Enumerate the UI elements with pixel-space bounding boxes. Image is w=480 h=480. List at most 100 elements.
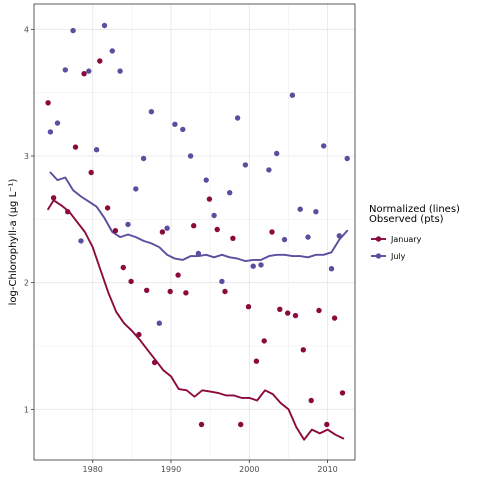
data-point-july: [86, 68, 92, 74]
data-point-july: [70, 27, 76, 34]
data-point-july: [242, 162, 249, 168]
data-point-july: [227, 190, 233, 196]
data-point-july: [313, 209, 319, 215]
data-point-july: [219, 278, 225, 285]
x-tick-label: 2000: [239, 465, 259, 474]
data-point-january: [269, 229, 275, 235]
data-point-january: [128, 278, 134, 285]
legend-label-january: January: [390, 235, 422, 244]
data-point-january: [316, 307, 322, 314]
data-point-july: [140, 155, 147, 162]
data-point-july: [101, 22, 108, 29]
data-point-january: [292, 312, 299, 319]
data-point-january: [214, 226, 220, 233]
data-point-july: [289, 92, 296, 98]
y-tick-label: 4: [24, 25, 29, 34]
data-point-january: [331, 315, 338, 321]
data-point-july: [336, 233, 342, 239]
data-point-january: [72, 144, 79, 150]
data-point-july: [117, 68, 123, 74]
y-tick-label: 2: [24, 279, 29, 288]
data-point-january: [300, 347, 306, 353]
data-point-january: [167, 288, 173, 295]
legend: Normalized (lines) Observed (pts) Januar…: [369, 204, 460, 261]
plot-panel: [33, 3, 356, 461]
data-point-july: [203, 177, 209, 183]
x-tick-label: 2010: [317, 465, 337, 474]
data-point-july: [172, 121, 178, 128]
data-point-july: [93, 147, 100, 153]
data-point-january: [222, 288, 228, 295]
legend-keys: January July: [371, 235, 422, 261]
y-axis-ticks: 1 2 3 4: [24, 25, 34, 414]
data-point-july: [148, 109, 155, 115]
data-point-january: [81, 71, 87, 77]
data-point-july: [305, 234, 311, 240]
data-point-january: [50, 195, 57, 201]
data-point-january: [183, 290, 189, 296]
data-point-january: [45, 100, 51, 106]
data-point-july: [321, 143, 327, 149]
data-point-january: [206, 196, 213, 202]
data-point-january: [112, 228, 119, 234]
data-point-january: [324, 421, 330, 428]
data-point-july: [125, 221, 131, 228]
data-point-january: [65, 209, 71, 215]
series-line-january: [47, 199, 345, 441]
data-point-january: [261, 338, 267, 344]
data-point-january: [230, 235, 236, 241]
y-axis-title: log-Chlorophyll-a (µg L⁻¹): [8, 179, 19, 306]
data-point-july: [180, 126, 186, 133]
data-point-january: [253, 358, 260, 364]
data-point-july: [164, 225, 170, 231]
x-axis-ticks: 1980 1990 2000 2010: [83, 460, 338, 474]
legend-label-july: July: [390, 252, 406, 261]
data-point-january: [245, 304, 252, 310]
data-point-july: [328, 266, 335, 272]
panel-border: [33, 3, 356, 461]
data-point-july: [344, 155, 350, 162]
data-point-july: [156, 320, 162, 326]
data-point-january: [144, 287, 150, 293]
data-point-july: [195, 250, 202, 257]
x-tick-label: 1980: [83, 465, 103, 474]
data-point-january: [308, 397, 314, 404]
data-point-january: [136, 331, 142, 338]
data-point-july: [109, 48, 116, 54]
legend-point-july: [375, 253, 382, 259]
y-tick-label: 1: [24, 405, 29, 414]
data-point-july: [281, 236, 288, 243]
x-tick-label: 1990: [161, 465, 181, 474]
data-point-july: [78, 238, 84, 244]
data-point-january: [277, 306, 283, 312]
data-point-january: [191, 223, 197, 229]
data-point-july: [297, 206, 303, 212]
data-point-july: [54, 120, 61, 126]
data-point-july: [47, 129, 54, 135]
data-point-july: [133, 186, 139, 192]
data-point-january: [285, 310, 291, 316]
data-point-july: [187, 153, 194, 159]
data-point-january: [151, 359, 158, 366]
legend-point-january: [375, 236, 382, 242]
data-point-january: [159, 229, 166, 235]
y-tick-label: 3: [24, 152, 29, 161]
data-point-july: [274, 150, 280, 157]
data-point-july: [258, 262, 264, 268]
data-point-january: [339, 390, 346, 396]
legend-title-line2: Observed (pts): [369, 214, 444, 225]
data-point-july: [62, 67, 68, 73]
data-point-july: [234, 115, 241, 121]
data-point-july: [211, 212, 217, 219]
data-point-january: [104, 205, 111, 211]
data-point-january: [198, 421, 205, 428]
data-point-january: [238, 421, 244, 428]
data-point-july: [250, 263, 256, 269]
data-point-january: [88, 169, 94, 176]
panel-background: [34, 4, 355, 460]
data-point-july: [266, 167, 272, 173]
data-point-january: [175, 272, 181, 278]
data-point-january: [97, 58, 103, 64]
data-point-january: [120, 264, 127, 271]
